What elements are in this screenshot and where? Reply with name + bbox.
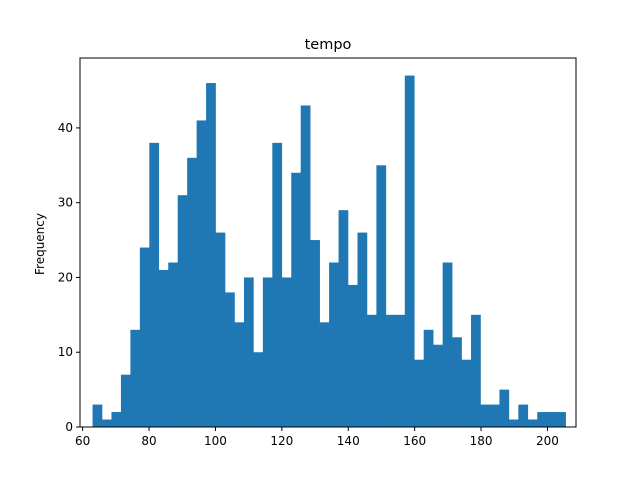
histogram-bar	[102, 419, 112, 427]
y-axis-label: Frequency	[33, 213, 47, 275]
x-tick-label: 60	[75, 434, 90, 448]
x-tick-label: 100	[204, 434, 227, 448]
y-axis-ticks: 0 10 20 30 40	[58, 121, 80, 434]
histogram-bar	[556, 412, 566, 427]
bar-group	[92, 75, 566, 428]
histogram-bar	[471, 314, 481, 427]
histogram-bar	[177, 195, 188, 427]
histogram-bar	[414, 359, 425, 427]
histogram-bar	[225, 292, 235, 427]
histogram-bar	[234, 322, 245, 427]
histogram-bar	[120, 374, 131, 427]
histogram-bar	[508, 419, 519, 427]
x-tick-label: 180	[470, 434, 493, 448]
y-tick-label: 30	[58, 196, 73, 210]
histogram-bar	[376, 165, 387, 428]
histogram-bar	[262, 277, 273, 427]
histogram-bar	[300, 105, 311, 427]
histogram-bar	[461, 359, 472, 427]
histogram-bar	[281, 277, 292, 427]
histogram-bar	[452, 337, 462, 427]
x-axis-ticks: 60 80 100 120 140 160 180 200	[75, 427, 559, 448]
histogram-bar	[206, 83, 216, 428]
histogram-bar	[168, 262, 178, 427]
histogram-bar	[319, 322, 330, 427]
histogram-bar	[348, 284, 358, 427]
histogram-bar	[196, 120, 207, 428]
histogram-bar	[423, 329, 434, 427]
histogram-bar	[537, 412, 548, 427]
histogram-bar	[158, 269, 169, 427]
histogram-bar	[243, 277, 254, 427]
histogram-bar	[442, 262, 453, 427]
histogram-bar	[489, 404, 500, 427]
histogram-bar	[338, 210, 349, 427]
histogram-bar	[480, 404, 491, 427]
x-tick-label: 200	[536, 434, 559, 448]
histogram-bar	[395, 314, 406, 427]
histogram-bar	[253, 352, 264, 427]
y-tick-label: 0	[65, 420, 73, 434]
histogram-bar	[385, 314, 396, 427]
histogram-bar	[518, 404, 529, 427]
histogram-bar	[433, 344, 443, 427]
y-tick-label: 40	[58, 121, 73, 135]
x-tick-label: 160	[403, 434, 426, 448]
histogram-bar	[527, 419, 538, 427]
histogram-bar	[366, 314, 377, 427]
histogram-bar	[149, 142, 160, 427]
x-tick-label: 80	[141, 434, 156, 448]
histogram-bar	[92, 404, 103, 427]
histogram-bar	[130, 329, 141, 427]
x-tick-label: 140	[337, 434, 360, 448]
y-tick-label: 10	[58, 345, 73, 359]
histogram-bar	[187, 157, 197, 427]
histogram-bar	[329, 262, 339, 427]
histogram-bar	[139, 247, 150, 427]
chart-title: tempo	[305, 37, 352, 53]
histogram-bar	[499, 389, 510, 427]
y-tick-label: 20	[58, 270, 73, 284]
histogram-bar	[291, 172, 302, 427]
histogram-bar	[546, 412, 557, 427]
plot-frame	[79, 57, 577, 428]
histogram-bar	[215, 232, 226, 427]
histogram-bar	[272, 142, 283, 427]
histogram-bar	[111, 412, 122, 427]
histogram-bar	[357, 232, 368, 427]
histogram-bar	[310, 240, 320, 427]
histogram-bar	[404, 75, 415, 427]
x-tick-label: 120	[270, 434, 293, 448]
